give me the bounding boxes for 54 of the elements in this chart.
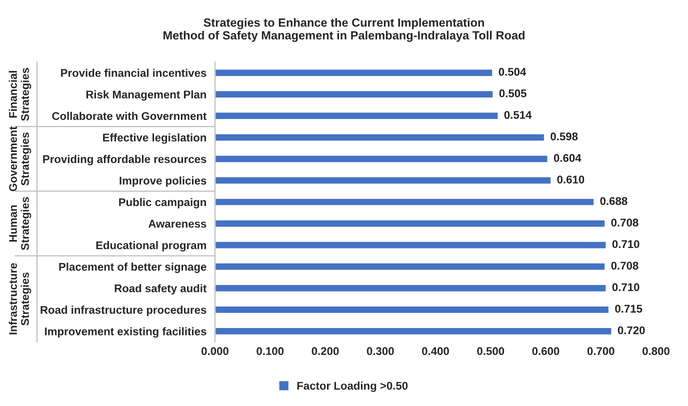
bar (215, 305, 610, 314)
bar (215, 68, 494, 78)
y-tick-label: Provide financial incentives (61, 68, 206, 77)
bar (215, 111, 500, 120)
y-tick-label: Awareness (148, 220, 206, 228)
y-tick-label: Educational program (96, 241, 206, 252)
x-tick-label: 0.300 (366, 347, 394, 356)
x-tick-label: 0.800 (642, 347, 670, 356)
y-tick-label: Public campaign (119, 198, 206, 208)
data-label: 0.720 (618, 326, 645, 334)
text: Government Strategies (9, 126, 32, 192)
y-tick-label: Collaborate with Government (52, 112, 207, 120)
bar (215, 262, 606, 272)
x-tick-label: 0.200 (312, 347, 339, 356)
x-tick-label: 0.000 (202, 347, 228, 356)
y-tick-label: Placement of better signage (59, 262, 206, 273)
bar (215, 218, 606, 228)
text: Human Strategies (9, 197, 32, 250)
y-tick-label: Road infrastructure procedures (40, 306, 206, 316)
bar (215, 176, 552, 186)
data-label: 0.708 (611, 218, 638, 227)
bar (215, 240, 608, 250)
y-tick-label: Improve policies (120, 176, 206, 187)
data-label: 0.710 (612, 240, 640, 248)
data-label: 0.598 (550, 132, 578, 140)
x-tick-label: 0.100 (256, 347, 284, 356)
chart-title: Strategies to Enhance the Current Implementation Method of Safety Management in Palembang-Indralaya Toll Road (164, 18, 524, 42)
y-tick-label: Improvement existing facilities (45, 327, 206, 338)
data-label: 0.708 (611, 262, 638, 270)
data-label: 0.604 (554, 154, 582, 162)
y-tick-label: Road safety audit (114, 284, 207, 294)
text: Financial Strategies (8, 68, 32, 121)
bar (215, 90, 494, 99)
bar (215, 284, 608, 293)
data-label: 0.505 (499, 89, 526, 98)
y-tick-label: Providing affordable resources (43, 154, 206, 166)
data-label: 0.504 (498, 68, 526, 76)
x-tick-label: 0.700 (587, 347, 614, 356)
x-tick-label: 0.500 (477, 347, 504, 356)
data-label: 0.610 (557, 176, 584, 184)
bar (215, 326, 613, 336)
x-tick-label: 0.400 (422, 347, 449, 356)
data-label: 0.710 (612, 283, 640, 292)
text: Infrastructure Strategies (8, 263, 32, 334)
data-label: 0.715 (615, 304, 642, 313)
legend-label: Factor Loading >0.50 (297, 382, 408, 392)
bar (215, 132, 546, 142)
bar (215, 197, 595, 207)
data-label: 0.688 (600, 197, 628, 205)
y-tick-label: Effective legislation (103, 133, 206, 144)
data-label: 0.514 (504, 110, 532, 119)
bar (215, 154, 549, 164)
y-tick-label: Risk Management Plan (86, 90, 206, 101)
x-tick-label: 0.600 (532, 347, 560, 356)
